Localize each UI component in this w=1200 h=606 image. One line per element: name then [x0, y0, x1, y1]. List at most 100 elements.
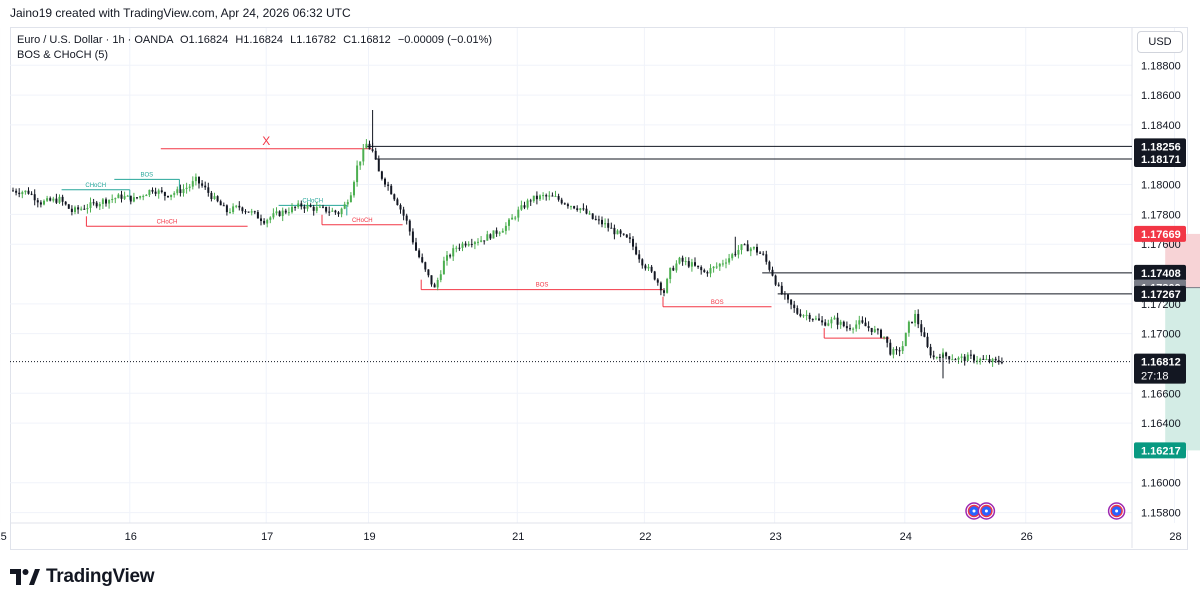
symbol-description[interactable]: Euro / U.S. Dollar · 1h · OANDA [17, 34, 173, 46]
candle-body [284, 210, 287, 213]
candle-body [752, 246, 755, 249]
candle-body [132, 197, 135, 202]
candle-body [901, 346, 904, 351]
price-axis-label: 1.16400 [1141, 418, 1181, 430]
candle-body [145, 194, 148, 197]
candle-body [532, 195, 535, 202]
currency-button[interactable]: USD [1137, 31, 1183, 53]
candle-body [377, 159, 380, 172]
candle-body [818, 318, 820, 321]
price-label: 1.17669 [1134, 225, 1186, 242]
price-label-text: 1.18256 [1141, 141, 1181, 153]
price-label-text: 1.17669 [1141, 229, 1181, 241]
candle-body [616, 230, 619, 235]
price-axis-label: 1.18000 [1141, 180, 1181, 192]
candle-body [628, 237, 631, 239]
price-axis-label: 1.15800 [1141, 508, 1181, 520]
candle-body [694, 262, 696, 266]
candle-body [542, 195, 545, 197]
candle-body [573, 206, 576, 209]
price-label-text: 1.16217 [1141, 445, 1181, 457]
candle-body [337, 212, 340, 215]
candle-body [821, 320, 824, 323]
candle-body [198, 176, 200, 184]
candle-body [675, 263, 678, 271]
candle-body [973, 355, 975, 361]
candle-body [514, 217, 517, 219]
economic-event-icon[interactable] [977, 502, 996, 520]
indicator-label[interactable]: BOS & CHoCH (5) [17, 49, 109, 61]
event-icon-dot [972, 509, 976, 513]
candle-body [842, 321, 845, 327]
candle-body [886, 336, 889, 343]
candle-body [827, 323, 830, 326]
candle-body [718, 263, 721, 267]
candle-body [238, 205, 241, 208]
candle-body [256, 212, 259, 219]
candle-body [325, 206, 328, 212]
candle-body [421, 257, 424, 263]
candle-body [867, 326, 870, 328]
candle-body [948, 356, 951, 360]
candle-body [560, 199, 563, 204]
candle-body [672, 267, 675, 271]
candle-body [232, 206, 235, 213]
price-label-box [1134, 225, 1186, 242]
candle-body [666, 278, 669, 293]
candle-body [306, 205, 309, 209]
price-label: 1.18256 [1134, 138, 1186, 155]
candle-body [508, 219, 510, 226]
candle-body [303, 206, 306, 209]
candle-body [721, 263, 724, 265]
candle-body [399, 205, 402, 210]
candle-body [929, 346, 932, 356]
price-axis-label: 1.18400 [1141, 120, 1181, 132]
candle-body [424, 262, 427, 270]
candle-body [241, 207, 244, 212]
candle-body [98, 203, 101, 207]
price-axis-label: 1.18600 [1141, 90, 1181, 102]
time-axis-label: 23 [769, 531, 781, 543]
candle-body [917, 313, 920, 325]
economic-event-icon[interactable] [965, 502, 983, 520]
candle-body [889, 342, 892, 355]
candle-body [997, 360, 1000, 363]
candles [12, 110, 1003, 379]
candle-body [690, 262, 693, 267]
candle-body [120, 194, 123, 199]
candle-body [480, 240, 483, 242]
last-price-text: 1.16812 [1141, 357, 1181, 369]
candle-body [229, 212, 231, 214]
candle-body [80, 208, 83, 210]
candle-body [802, 315, 805, 317]
candle-body [405, 215, 408, 221]
candle-body [700, 267, 703, 271]
time-axis-label: 15 [0, 531, 7, 543]
price-axis-label: 1.16000 [1141, 478, 1181, 490]
candle-body [492, 230, 495, 239]
legend-high: H1.16824 [235, 34, 284, 46]
candle-body [201, 183, 204, 186]
legend-low: L1.16782 [290, 34, 337, 46]
candle-body [737, 249, 740, 255]
candle-body [883, 336, 886, 338]
price-label: 1.18171 [1134, 151, 1186, 168]
candle-body [920, 324, 923, 333]
candle-body [43, 200, 45, 205]
candle-body [566, 204, 569, 207]
candle-body [182, 189, 185, 194]
bar-countdown: 27:18 [1141, 371, 1169, 383]
candle-body [591, 213, 594, 219]
tradingview-logo[interactable]: TradingView [10, 566, 155, 588]
economic-event-icon[interactable] [1107, 502, 1126, 520]
candle-body [653, 271, 656, 280]
structure-break: CHoCH [321, 214, 403, 226]
candle-body [157, 190, 160, 194]
candle-body [74, 207, 76, 212]
candle-body [207, 187, 210, 193]
last-price-label: 1.16812 27:18 [1134, 353, 1186, 384]
candle-body [644, 265, 647, 269]
price-label: 1.16217 [1134, 442, 1186, 459]
candle-body [139, 196, 142, 198]
